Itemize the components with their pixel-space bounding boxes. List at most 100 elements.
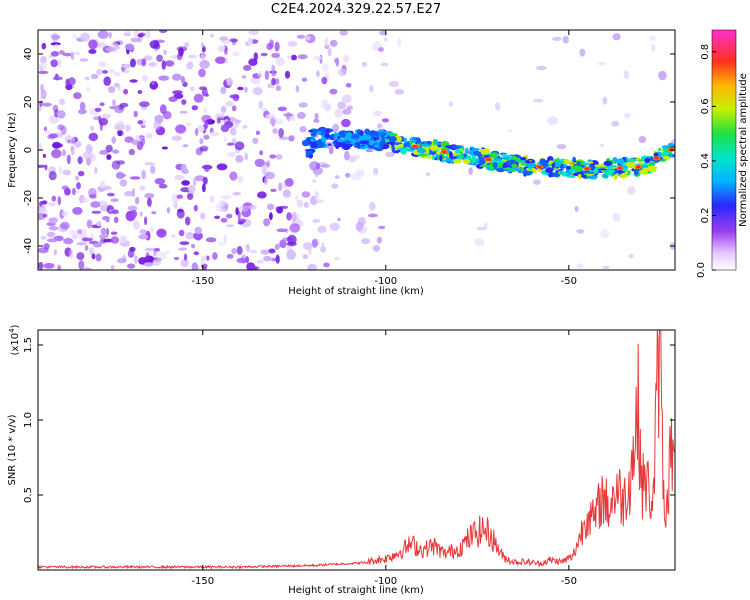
bot-y-axis-label: SNR (10 * v/v)	[7, 414, 18, 485]
heatmap-speckle	[205, 237, 217, 243]
colorbar-tick-label: 0.4	[700, 153, 711, 169]
heatmap-speckle	[100, 180, 106, 189]
heatmap-speckle	[74, 140, 82, 148]
heatmap-speckle	[143, 55, 153, 61]
heatmap-speckle	[186, 121, 192, 127]
heatmap-speckle	[184, 41, 190, 48]
heatmap-speckle	[172, 73, 182, 81]
heatmap-speckle	[495, 102, 501, 111]
heatmap-speckle	[106, 218, 110, 223]
heatmap-speckle	[112, 149, 120, 154]
heatmap-speckle	[179, 110, 188, 114]
ridge-speckle	[359, 130, 364, 136]
heatmap-speckle	[48, 217, 58, 224]
heatmap-speckle	[316, 70, 320, 78]
heatmap-speckle	[271, 70, 277, 77]
ridge-speckle	[368, 139, 375, 146]
heatmap-speckle	[247, 37, 253, 46]
heatmap-speckle	[341, 94, 352, 103]
heatmap-speckle	[110, 236, 120, 244]
heatmap-speckle	[38, 164, 46, 168]
heatmap-speckle	[178, 49, 184, 53]
ridge-speckle	[644, 157, 651, 163]
heatmap-speckle	[183, 253, 188, 261]
heatmap-speckle	[84, 76, 90, 81]
heatmap-speckle	[321, 99, 329, 109]
top-x-tick-label: -50	[561, 276, 577, 287]
heatmap-speckle	[113, 72, 122, 76]
heatmap-speckle	[218, 241, 226, 247]
ridge-speckle	[581, 174, 587, 178]
ridge-speckle	[619, 174, 629, 178]
heatmap-speckle	[73, 92, 82, 100]
heatmap-speckle	[41, 42, 47, 50]
ridge-speckle	[526, 162, 537, 168]
top-y-tick-label: 40	[23, 48, 34, 61]
heatmap-speckle	[117, 258, 127, 264]
heatmap-speckle	[271, 77, 276, 86]
heatmap-speckle	[350, 173, 362, 181]
heatmap-speckle	[61, 149, 67, 157]
heatmap-speckle	[284, 70, 291, 79]
heatmap-speckle	[245, 256, 249, 264]
heatmap-speckle	[74, 51, 81, 56]
heatmap-speckle	[178, 247, 188, 251]
heatmap-speckle	[476, 226, 487, 231]
bot-x-axis-label: Height of straight line (km)	[288, 585, 424, 596]
heatmap-speckle	[95, 253, 102, 262]
ridge-speckle	[310, 142, 318, 149]
heatmap-speckle	[226, 254, 234, 259]
heatmap-speckle	[144, 193, 155, 199]
heatmap-speckle	[54, 73, 59, 81]
heatmap-speckle	[113, 216, 119, 223]
top-y-tick-label: -40	[23, 238, 34, 254]
heatmap-speckle	[202, 164, 213, 170]
heatmap-speckle	[41, 200, 48, 205]
heatmap-speckle	[178, 229, 185, 237]
heatmap-speckle	[271, 257, 277, 262]
heatmap-speckle	[90, 125, 94, 131]
heatmap-speckle	[272, 128, 278, 134]
heatmap-speckle	[181, 99, 187, 105]
heatmap-speckle	[117, 85, 121, 91]
heatmap-speckle	[137, 33, 144, 38]
ridge-speckle	[649, 165, 657, 173]
heatmap-speckle	[70, 51, 75, 61]
ridge-speckle	[424, 155, 433, 159]
heatmap-speckle	[176, 194, 184, 199]
ridge-speckle	[628, 158, 638, 163]
heatmap-speckle	[237, 221, 244, 225]
heatmap-speckle	[190, 86, 195, 92]
ridge-speckle	[414, 137, 421, 141]
heatmap-speckle	[575, 263, 585, 270]
heatmap-speckle	[597, 62, 607, 66]
ridge-hotspot-core	[636, 165, 641, 169]
heatmap-speckle	[89, 194, 97, 199]
heatmap-speckle	[226, 224, 235, 228]
heatmap-speckle	[337, 101, 347, 110]
ridge-speckle	[503, 163, 508, 169]
heatmap-speckle	[61, 185, 69, 190]
heatmap-speckle	[264, 70, 269, 81]
heatmap-speckle	[199, 59, 210, 69]
heatmap-speckle	[122, 69, 131, 74]
heatmap-speckle	[201, 114, 212, 123]
heatmap-speckle	[86, 86, 90, 92]
heatmap-speckle	[93, 116, 100, 120]
ridge-speckle	[436, 150, 441, 155]
bot-axes: -150 -100 -50 0.5 1.0 1.5	[23, 330, 675, 587]
ridge-speckle	[565, 166, 572, 170]
ridge-speckle	[661, 145, 671, 149]
heatmap-speckle	[88, 132, 99, 142]
heatmap-speckle	[216, 208, 227, 212]
heatmap-speckle	[288, 135, 295, 142]
heatmap-speckle	[276, 206, 284, 214]
heatmap-speckle	[244, 152, 249, 161]
heatmap-speckle	[114, 123, 125, 131]
ridge-speckle	[359, 140, 370, 145]
heatmap-speckle	[107, 192, 115, 197]
heatmap-speckle	[180, 76, 185, 84]
heatmap-speckle	[332, 123, 340, 133]
heatmap-speckle	[315, 162, 321, 170]
heatmap-speckle	[602, 96, 608, 105]
